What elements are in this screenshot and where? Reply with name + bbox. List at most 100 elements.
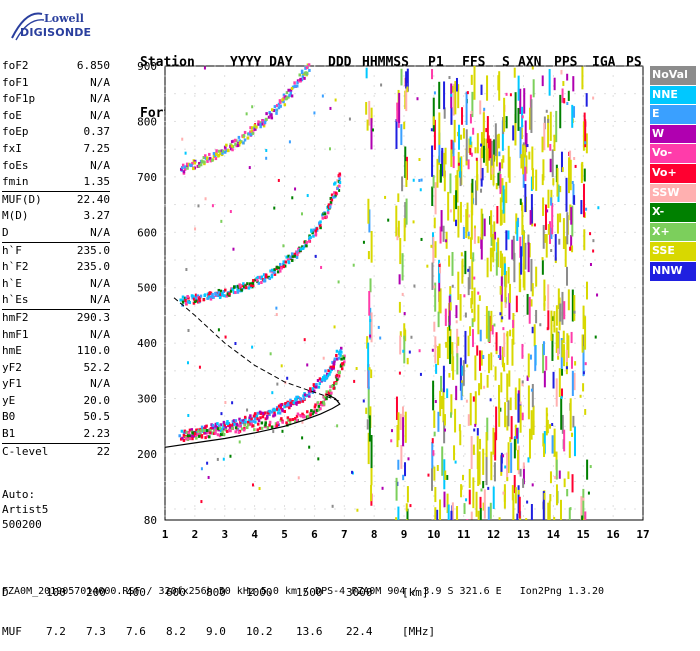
grid-dot	[615, 398, 616, 399]
grid-dot	[254, 116, 255, 117]
noise-mark	[496, 332, 498, 351]
grid-dot	[595, 176, 596, 177]
grid-dot	[535, 232, 536, 233]
grid-dot	[635, 315, 636, 316]
grid-dot	[643, 416, 644, 417]
scatter-mark	[402, 350, 404, 353]
grid-dot	[395, 370, 396, 371]
grid-dot	[374, 246, 375, 247]
scatter-mark	[223, 458, 225, 461]
grid-dot	[485, 370, 486, 371]
grid-dot	[295, 343, 296, 344]
grid-dot	[415, 121, 416, 122]
grid-dot	[224, 196, 225, 197]
grid-dot	[635, 260, 636, 261]
noise-mark	[542, 137, 544, 153]
trace-mark	[190, 164, 193, 167]
grid-dot	[374, 296, 375, 297]
grid-dot	[425, 343, 426, 344]
grid-dot	[215, 66, 216, 67]
noise-mark	[368, 251, 370, 259]
grid-dot	[374, 426, 375, 427]
grid-dot	[165, 466, 166, 467]
trace-mark	[244, 416, 247, 419]
grid-dot	[165, 146, 166, 147]
grid-dot	[635, 204, 636, 205]
grid-dot	[495, 287, 496, 288]
noise-mark	[542, 75, 544, 86]
grid-dot	[523, 86, 524, 87]
grid-dot	[235, 93, 236, 94]
grid-dot	[345, 454, 346, 455]
grid-dot	[254, 506, 255, 507]
grid-dot	[325, 121, 326, 122]
trace-mark	[299, 78, 302, 81]
grid-dot	[643, 116, 644, 117]
scatter-mark	[426, 265, 428, 268]
grid-dot	[395, 121, 396, 122]
grid-dot	[314, 136, 315, 137]
noise-mark	[440, 376, 442, 392]
grid-dot	[224, 136, 225, 137]
grid-dot	[404, 396, 405, 397]
grid-dot	[575, 260, 576, 261]
grid-dot	[565, 426, 566, 427]
grid-dot	[365, 93, 366, 94]
noise-mark	[468, 336, 470, 357]
grid-dot	[185, 66, 186, 67]
grid-dot	[195, 232, 196, 233]
grid-dot	[404, 516, 405, 517]
grid-dot	[194, 486, 195, 487]
grid-dot	[555, 509, 556, 510]
grid-dot	[235, 121, 236, 122]
grid-dot	[205, 315, 206, 316]
trace-mark	[222, 150, 225, 153]
grid-dot	[585, 370, 586, 371]
noise-mark	[508, 370, 510, 386]
grid-dot	[415, 260, 416, 261]
grid-dot	[535, 260, 536, 261]
trace-mark	[178, 434, 181, 437]
grid-dot	[545, 93, 546, 94]
scatter-mark	[338, 280, 340, 283]
scatter-mark	[465, 498, 467, 501]
grid-dot	[505, 232, 506, 233]
trace-mark	[280, 404, 283, 407]
trace-mark	[219, 296, 222, 299]
noise-mark	[431, 263, 433, 290]
grid-dot	[493, 406, 494, 407]
noise-mark	[558, 239, 560, 245]
noise-mark	[573, 106, 575, 118]
grid-dot	[344, 496, 345, 497]
noise-mark	[513, 236, 515, 261]
noise-mark	[483, 112, 485, 145]
scatter-mark	[407, 457, 409, 460]
grid-dot	[595, 454, 596, 455]
noise-mark	[478, 511, 480, 520]
grid-dot	[285, 66, 286, 67]
grid-dot	[344, 486, 345, 487]
noise-mark	[402, 475, 404, 480]
noise-mark	[406, 199, 408, 225]
noise-mark	[563, 344, 565, 366]
noise-mark	[440, 164, 442, 183]
grid-dot	[335, 287, 336, 288]
grid-dot	[545, 260, 546, 261]
row-value: 7.6	[126, 625, 146, 638]
grid-dot	[205, 93, 206, 94]
noise-mark	[568, 91, 570, 101]
noise-mark	[571, 356, 573, 368]
x-tick-label: 5	[281, 528, 288, 541]
grid-dot	[194, 416, 195, 417]
grid-dot	[284, 436, 285, 437]
grid-dot	[625, 398, 626, 399]
grid-dot	[215, 176, 216, 177]
scatter-mark	[546, 110, 548, 113]
trace-mark	[185, 431, 188, 434]
grid-dot	[553, 76, 554, 77]
grid-dot	[375, 454, 376, 455]
trace-mark	[238, 283, 241, 286]
grid-dot	[245, 370, 246, 371]
grid-dot	[535, 509, 536, 510]
grid-dot	[165, 326, 166, 327]
